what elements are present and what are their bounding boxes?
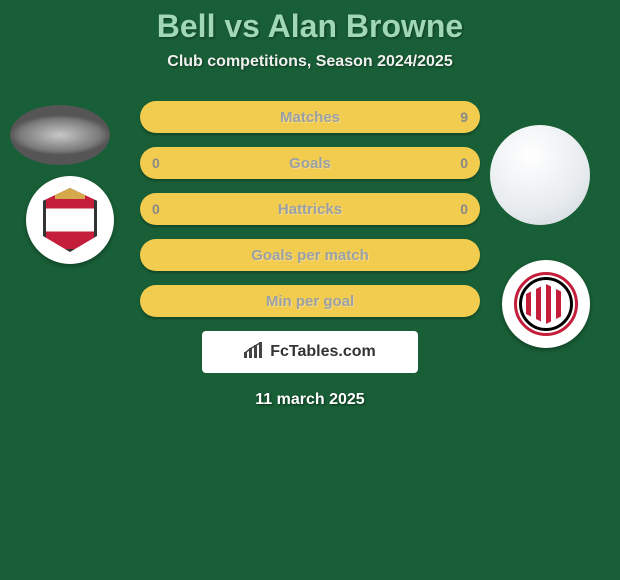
stat-label: Min per goal: [266, 293, 354, 310]
stat-row: 0 Hattricks 0: [140, 193, 480, 225]
stat-row: Goals per match: [140, 239, 480, 271]
page-title: Bell vs Alan Browne: [0, 8, 620, 45]
stat-label: Matches: [280, 109, 340, 126]
stat-value-left: 0: [152, 201, 160, 217]
stat-row: Matches 9: [140, 101, 480, 133]
subtitle: Club competitions, Season 2024/2025: [0, 53, 620, 71]
stat-row: Min per goal: [140, 285, 480, 317]
player-photo-left: [10, 105, 110, 165]
brand-label: FcTables.com: [270, 343, 376, 361]
stat-value-right: 0: [460, 201, 468, 217]
brand-box: FcTables.com: [202, 331, 418, 373]
stats-table: Matches 9 0 Goals 0 0 Hattricks 0 Goals …: [140, 101, 480, 317]
stat-value-left: 0: [152, 155, 160, 171]
stat-value-right: 0: [460, 155, 468, 171]
club-badge-left: [26, 176, 114, 264]
stat-label: Hattricks: [278, 201, 342, 218]
date-label: 11 march 2025: [0, 391, 620, 409]
stat-label: Goals: [289, 155, 331, 172]
stat-value-right: 9: [460, 109, 468, 125]
shield-icon: [514, 272, 578, 336]
comparison-card: Bell vs Alan Browne Club competitions, S…: [0, 0, 620, 580]
stat-label: Goals per match: [251, 247, 369, 264]
chart-icon: [244, 342, 264, 363]
stat-row: 0 Goals 0: [140, 147, 480, 179]
player-photo-right: [490, 125, 590, 225]
shield-icon: [43, 188, 97, 252]
club-badge-right: [502, 260, 590, 348]
